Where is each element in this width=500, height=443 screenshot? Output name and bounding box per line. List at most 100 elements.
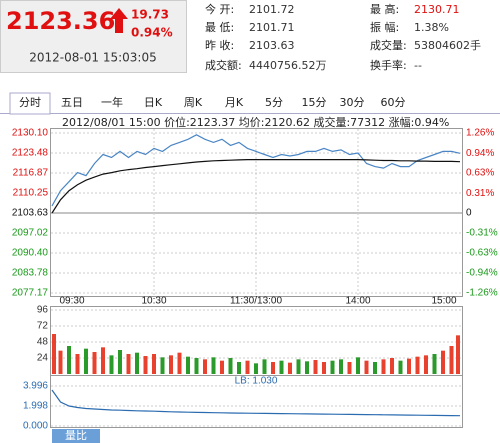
bar	[271, 362, 275, 374]
bar	[313, 360, 318, 374]
y2-tick-label: -0.94%	[466, 267, 498, 278]
line	[51, 389, 461, 417]
bar	[254, 363, 258, 374]
bar	[152, 354, 156, 374]
bar	[407, 358, 411, 374]
y-tick-label: 2097.02	[12, 228, 49, 239]
bar	[160, 357, 165, 374]
x-tick-label: 09:30	[59, 296, 84, 307]
y2-tick-label: 0	[466, 208, 472, 219]
tab-selected[interactable]	[9, 92, 51, 115]
info-line: 2012/08/01 15:00 价位:2123.37 均价:2120.62 成…	[62, 115, 449, 129]
stat-value: 2103.63	[249, 39, 295, 52]
quote-panel	[0, 0, 187, 73]
tab[interactable]: 分时	[19, 96, 41, 109]
change-pct: 0.94%	[131, 26, 173, 40]
bar	[186, 356, 190, 374]
bar	[92, 352, 97, 374]
stat-label: 成交量:	[370, 38, 407, 52]
y-tick-label: 3.996	[23, 381, 48, 392]
y2-tick-label: -0.31%	[466, 227, 498, 238]
bar	[203, 359, 207, 374]
y2-tick-label: 1.26%	[466, 128, 494, 139]
bar	[305, 361, 309, 374]
change: 19.73	[131, 8, 169, 22]
bar	[347, 362, 352, 374]
stat-label: 振 幅:	[370, 20, 399, 34]
last-price: 2123.36	[6, 7, 115, 35]
stat-label: 换手率:	[370, 58, 407, 72]
stat-value: 4440756.52万	[249, 59, 326, 72]
bar	[381, 359, 386, 374]
bar	[364, 360, 369, 374]
y2-tick-label: -0.63%	[466, 248, 498, 259]
lb-frame	[50, 375, 463, 428]
y2-tick-label: 0.94%	[466, 148, 494, 159]
tab[interactable]: 日K	[144, 96, 163, 109]
stat-value: --	[414, 59, 422, 72]
bar	[288, 362, 292, 374]
tab[interactable]: 15分	[302, 96, 327, 109]
tab[interactable]: 30分	[340, 96, 365, 109]
footer-tab[interactable]	[52, 429, 100, 443]
y2-tick-label: 0.63%	[466, 168, 494, 179]
stat-label: 昨 收:	[205, 38, 234, 52]
bar	[220, 360, 224, 374]
x-tick-label: 11:30/13:00	[230, 296, 283, 307]
y-tick-label: 2077.17	[12, 288, 49, 299]
y-tick-label: 2130.10	[12, 128, 49, 139]
bar	[432, 354, 437, 374]
y-tick-label: 2103.63	[12, 208, 49, 219]
stat-label: 最 高:	[370, 2, 399, 16]
quote-time: 2012-08-01 15:03:05	[29, 51, 156, 65]
bar	[322, 362, 326, 374]
bar	[194, 358, 199, 374]
bar	[415, 356, 420, 374]
footer-tab-label[interactable]: 量比	[65, 429, 87, 442]
bar	[211, 357, 216, 374]
tab[interactable]: 一年	[101, 95, 123, 109]
x-tick-label: 15:00	[431, 296, 456, 307]
stat-label: 成交额:	[205, 58, 242, 72]
y-tick-label: 48	[37, 337, 49, 348]
tab[interactable]: 五日	[61, 96, 83, 109]
bar	[58, 350, 63, 374]
y-tick-label: 24	[37, 353, 49, 364]
up-arrow	[110, 8, 128, 33]
stat-value: 2101.72	[249, 3, 295, 16]
y-tick-label: 0.000	[23, 421, 48, 432]
y-tick-label: 96	[37, 305, 49, 316]
bar	[177, 352, 182, 374]
stat-label: 最 低:	[205, 21, 234, 34]
x-tick-label: 10:30	[141, 296, 166, 307]
y-tick-label: 2123.48	[12, 148, 49, 159]
bar	[237, 362, 241, 374]
bar	[169, 355, 173, 374]
bar	[456, 335, 460, 374]
tab[interactable]: 5分	[265, 96, 283, 109]
price-frame	[50, 128, 463, 297]
tab[interactable]: 60分	[381, 96, 406, 109]
stat-value: 2130.71	[414, 3, 460, 16]
bar	[339, 359, 343, 374]
bar	[75, 354, 80, 374]
bar	[52, 334, 56, 374]
y2-tick-label: -1.26%	[466, 288, 498, 299]
y-tick-label: 72	[37, 321, 49, 332]
bar	[296, 359, 301, 374]
bar	[398, 360, 403, 374]
tab[interactable]: 月K	[225, 96, 244, 109]
bar	[101, 347, 105, 374]
y-tick-label: 2083.78	[12, 268, 49, 279]
bar	[441, 350, 445, 374]
stat-value: 53804602手	[414, 38, 481, 52]
y-tick-label: 2116.87	[13, 168, 49, 179]
bar	[228, 358, 233, 374]
bar	[424, 355, 428, 374]
bar	[135, 352, 139, 374]
annotation: LB: 1.030	[235, 376, 278, 387]
tab[interactable]: 周K	[184, 96, 203, 109]
bar	[245, 360, 250, 374]
bar	[356, 357, 360, 374]
